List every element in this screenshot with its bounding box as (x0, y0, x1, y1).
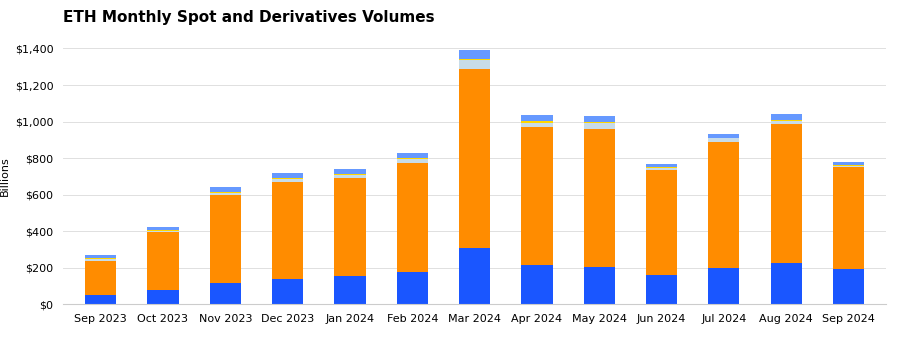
Bar (209, 193, 240, 195)
Bar (646, 164, 676, 167)
Bar (459, 60, 489, 70)
Bar (209, 187, 240, 192)
Bar (521, 122, 552, 127)
Bar (769, 124, 801, 263)
Bar (209, 195, 240, 283)
Bar (209, 192, 240, 193)
Bar (832, 162, 863, 165)
Bar (708, 142, 739, 268)
Bar (334, 169, 365, 174)
Bar (334, 175, 365, 178)
Bar (209, 283, 240, 304)
Text: ETH Monthly Spot and Derivatives Volumes: ETH Monthly Spot and Derivatives Volumes (63, 10, 434, 25)
Bar (147, 227, 179, 230)
Bar (459, 248, 489, 304)
Bar (459, 50, 489, 59)
Bar (147, 290, 179, 304)
Bar (459, 59, 489, 60)
Bar (272, 178, 303, 179)
Bar (832, 269, 863, 304)
Bar (708, 134, 739, 138)
Bar (85, 255, 116, 258)
Bar (769, 121, 801, 124)
Bar (272, 182, 303, 279)
Bar (85, 258, 116, 259)
Bar (147, 230, 179, 231)
Bar (646, 275, 676, 304)
Bar (583, 129, 614, 267)
Bar (769, 120, 801, 121)
Bar (521, 121, 552, 122)
Bar (769, 263, 801, 304)
Bar (832, 167, 863, 269)
Bar (521, 265, 552, 304)
Bar (646, 167, 676, 168)
Bar (396, 163, 427, 273)
Bar (646, 168, 676, 170)
Bar (396, 153, 427, 158)
Bar (646, 170, 676, 275)
Bar (521, 115, 552, 121)
Y-axis label: Billions: Billions (0, 157, 9, 196)
Bar (583, 267, 614, 304)
Bar (147, 232, 179, 290)
Bar (272, 173, 303, 178)
Bar (85, 259, 116, 261)
Bar (334, 276, 365, 304)
Bar (272, 279, 303, 304)
Bar (708, 138, 739, 142)
Bar (583, 124, 614, 129)
Bar (832, 165, 863, 166)
Bar (334, 178, 365, 276)
Bar (832, 166, 863, 167)
Bar (396, 273, 427, 304)
Bar (85, 261, 116, 295)
Bar (147, 231, 179, 232)
Bar (396, 158, 427, 159)
Bar (396, 159, 427, 163)
Bar (459, 70, 489, 248)
Bar (521, 127, 552, 265)
Bar (583, 122, 614, 124)
Bar (583, 116, 614, 122)
Bar (334, 174, 365, 175)
Bar (769, 115, 801, 120)
Bar (272, 179, 303, 182)
Bar (85, 295, 116, 304)
Bar (708, 268, 739, 304)
